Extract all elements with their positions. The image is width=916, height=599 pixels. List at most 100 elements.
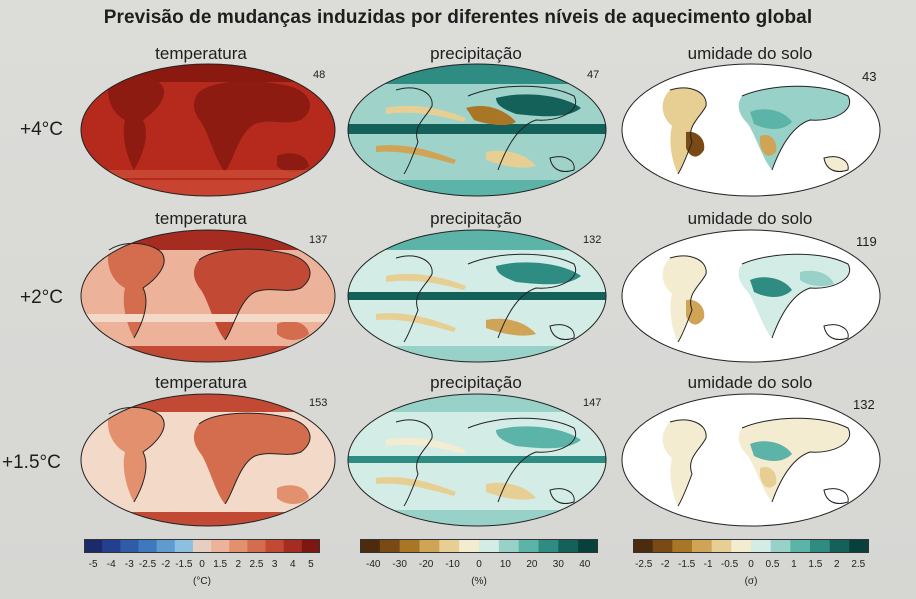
colorbar-tick-label: -2.5	[635, 559, 653, 570]
colorbar-tick-label: -40	[365, 559, 381, 570]
map-temperature-4c	[80, 63, 336, 197]
colorbar-swatch	[479, 539, 500, 553]
colorbar-tick-label: -2	[161, 559, 171, 570]
count-soil-4c: 43	[862, 69, 877, 84]
colorbar-tick-label: 0	[748, 559, 754, 570]
count-temp-2c: 137	[309, 234, 328, 246]
map-temperature-2c	[80, 229, 336, 363]
colorbar-tick-label: 1.5	[213, 559, 228, 570]
map-soil-moisture-2c	[621, 229, 881, 363]
colorbar-swatch	[498, 539, 520, 553]
colorbar-swatch	[120, 539, 139, 553]
colorbar-tick-label: -4	[106, 559, 116, 570]
colorbar-tick-label: 4	[289, 559, 296, 570]
colorbar-outline	[84, 539, 320, 553]
count-soil-2c: 119	[856, 234, 877, 249]
col-title-soil-moisture: umidade do solo	[687, 44, 813, 63]
colorbar-swatch	[283, 539, 303, 553]
count-temp-4c: 48	[313, 69, 326, 81]
colorbar-outline	[633, 539, 869, 553]
colorbar-swatch	[247, 539, 267, 553]
colorbar-tick-label: 30	[552, 559, 564, 570]
colorbar-swatch	[633, 539, 654, 553]
colorbar-swatch	[102, 539, 121, 553]
colorbar-swatch	[672, 539, 693, 553]
col-title-soil-moisture: umidade do solo	[687, 373, 813, 392]
map-precipitation-4c	[347, 63, 607, 197]
colorbar-outline	[360, 539, 598, 553]
colorbar-tick-label: 10	[499, 559, 511, 570]
colorbar-swatch	[770, 539, 791, 553]
colorbar-swatch	[174, 539, 194, 553]
colorbar-tick-label: 40	[579, 559, 591, 570]
count-soil-1-5c: 132	[853, 397, 875, 412]
colorbar-tick-label: 0	[476, 559, 482, 570]
colorbar-tick-label: -5	[88, 559, 98, 570]
colorbar-swatch	[419, 539, 440, 553]
colorbar-swatch	[399, 539, 420, 553]
colorbar-swatch	[692, 539, 713, 553]
colorbar-swatch	[360, 539, 381, 553]
colorbar-swatch	[751, 539, 772, 553]
col-title-precipitation: precipitação	[430, 373, 522, 392]
colorbar-swatch	[711, 539, 732, 553]
map-precipitation-1-5c	[347, 393, 607, 527]
row-label-2c: +2°C	[20, 287, 63, 308]
colorbar-swatch	[810, 539, 831, 553]
map-temperature-1-5c	[80, 393, 336, 527]
colorbar-swatch	[790, 539, 811, 553]
count-precip-1-5c: 147	[583, 397, 602, 409]
colorbar-tick-label: -0.5	[720, 559, 739, 570]
colorbar-temperature	[84, 539, 320, 553]
colorbar-tick-label: -30	[392, 559, 407, 570]
colorbar-swatch	[578, 539, 598, 553]
colorbar-tick-label: -2.5	[138, 559, 157, 570]
colorbar-tick-label: -2	[660, 559, 670, 570]
colorbar-swatch	[518, 539, 539, 553]
colorbar-swatch	[301, 539, 320, 553]
count-precip-2c: 132	[583, 234, 602, 246]
colorbar-swatch	[849, 539, 869, 553]
col-title-temperature: temperatura	[155, 373, 247, 392]
colorbar-swatch	[731, 539, 752, 553]
colorbar-soil-moisture	[633, 539, 869, 553]
colorbar-swatch	[538, 539, 559, 553]
colorbar-tick-label: 3	[271, 559, 278, 570]
col-title-precipitation: precipitação	[430, 209, 522, 228]
col-title-temperature: temperatura	[155, 209, 247, 228]
unit-soil-moisture: (σ)	[744, 576, 758, 587]
count-precip-4c: 47	[587, 69, 600, 81]
colorbar-tick-label: 20	[526, 559, 538, 570]
colorbar-swatch	[192, 539, 212, 553]
colorbar-tick-label: 1.5	[808, 559, 823, 570]
colorbar-swatch	[459, 539, 480, 553]
col-title-soil-moisture: umidade do solo	[687, 209, 813, 228]
colorbar-swatch	[439, 539, 460, 553]
colorbar-swatch	[652, 539, 673, 553]
unit-temperature: (°C)	[193, 576, 211, 587]
colorbar-swatch	[229, 539, 248, 553]
colorbar-swatch	[84, 539, 103, 553]
colorbar-tick-label: 0.5	[765, 559, 780, 570]
colorbar-swatch	[558, 539, 579, 553]
map-soil-moisture-1-5c	[621, 393, 881, 527]
colorbar-tick-label: -20	[418, 559, 434, 570]
colorbar-tick-label: -10	[445, 559, 460, 570]
count-temp-1-5c: 153	[309, 397, 328, 409]
col-title-temperature: temperatura	[155, 44, 247, 63]
col-title-precipitation: precipitação	[430, 44, 522, 63]
colorbar-tick-label: -1	[703, 559, 713, 570]
colorbar-tick-label: 2	[834, 559, 840, 570]
colorbar-tick-label: 5	[308, 559, 314, 570]
colorbar-tick-label: 0	[199, 559, 205, 570]
colorbar-tick-label: 2	[235, 559, 242, 570]
unit-precipitation: (%)	[471, 576, 487, 587]
colorbar-swatch	[211, 539, 230, 553]
colorbar-tick-label: -1.5	[175, 559, 193, 570]
row-label-1-5c: +1.5°C	[2, 452, 61, 473]
map-soil-moisture-4c	[621, 63, 881, 197]
colorbar-swatch	[265, 539, 285, 553]
colorbar-tick-label: -3	[124, 559, 134, 570]
colorbar-tick-label: -1.5	[678, 559, 696, 570]
